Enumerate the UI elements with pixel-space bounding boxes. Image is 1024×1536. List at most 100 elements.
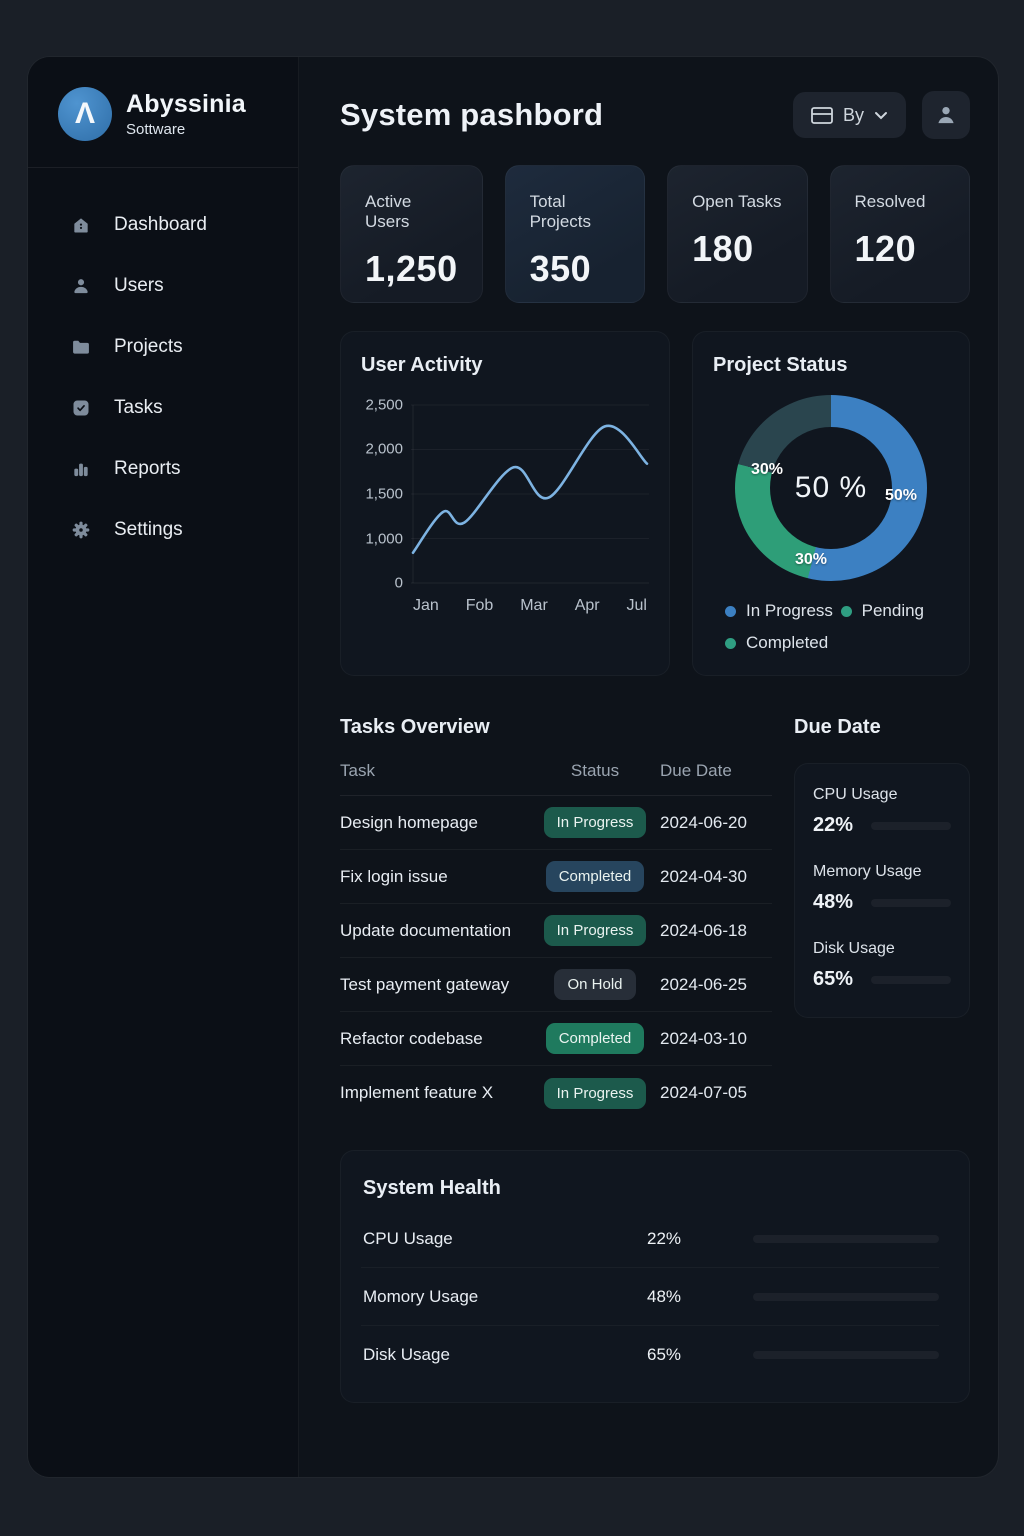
layout-panel-icon	[811, 106, 833, 124]
chevron-down-icon	[874, 111, 888, 120]
project-status-title: Project Status	[713, 354, 848, 376]
sidebar-item-label: Dashboard	[114, 213, 207, 235]
home-icon	[70, 214, 92, 236]
stat-value: 1,250	[365, 248, 458, 289]
usage-metric-memory: Memory Usage 48%	[813, 863, 951, 914]
stat-label: Open Tasks	[692, 192, 782, 211]
sidebar-item-dashboard[interactable]: Dashboard	[28, 194, 298, 255]
status-badge: In Progress	[543, 807, 647, 838]
user-activity-card: User Activity 2,500 2,000 1,500 1,000 0	[340, 331, 670, 676]
table-row[interactable]: Refactor codebase Completed 2024-03-10	[340, 1012, 772, 1066]
health-row-disk: Disk Usage 65%	[361, 1326, 939, 1384]
legend-item-pending: Pending	[840, 601, 937, 621]
column-task: Task	[340, 761, 375, 780]
stat-card-open-tasks: Open Tasks 180	[667, 165, 808, 303]
legend-dot	[725, 605, 736, 617]
due-date-panel-title: Due Date	[794, 716, 881, 738]
progress-bar	[871, 898, 951, 907]
filter-by-label: By	[842, 104, 864, 125]
tasks-overview-title: Tasks Overview	[340, 716, 490, 738]
brand-subtitle: Sottware	[126, 121, 186, 138]
sidebar-item-label: Projects	[114, 335, 183, 357]
main-content: System pashbord By Active Us	[299, 57, 998, 1477]
avatar[interactable]	[922, 91, 970, 139]
sidebar-item-label: Reports	[114, 457, 181, 479]
column-due-date: Due Date	[660, 761, 732, 780]
bar-chart-icon	[70, 458, 92, 480]
donut-hole: 50 %	[770, 427, 892, 549]
segment-label-in-progress: 50%	[885, 487, 918, 504]
status-badge: In Progress	[543, 1077, 647, 1109]
stat-card-total-projects: Total Projects 350	[504, 165, 646, 303]
project-status-donut: 50 % 50% 30% 30%	[735, 395, 927, 581]
health-row-cpu: CPU Usage 22%	[361, 1210, 939, 1268]
legend-dot	[725, 637, 736, 649]
user-activity-title: User Activity	[361, 354, 483, 376]
sidebar-item-settings[interactable]: Settings	[28, 499, 298, 560]
y-axis: 2,500 2,000 1,500 1,000 0	[365, 396, 403, 592]
column-status: Status	[570, 761, 620, 780]
stat-cards: Active Users 1,250 Total Projects 350 Op…	[340, 165, 970, 303]
segment-label-completed: 30%	[795, 551, 828, 568]
progress-bar	[871, 975, 951, 984]
table-row[interactable]: Fix login issue Completed 2024-04-30	[340, 850, 772, 904]
sidebar-nav: Dashboard Users Projects Tasks	[28, 194, 298, 560]
gear-icon	[70, 519, 92, 541]
table-row[interactable]: Design homepage In Progress 2024-06-20	[340, 796, 772, 850]
stat-value: 180	[692, 228, 754, 269]
system-health-card: System Health CPU Usage 22% Momory Usage…	[340, 1150, 970, 1403]
legend-item-in-progress: In Progress	[725, 601, 841, 621]
filter-by-button[interactable]: By	[792, 92, 906, 138]
stat-label: Resolved	[854, 192, 926, 211]
project-status-card: Project Status 50 % 50% 30% 30% In Progr…	[692, 331, 970, 676]
usage-card: CPU Usage 22% Memory Usage 48%	[794, 763, 970, 1018]
sidebar-item-label: Settings	[114, 518, 183, 540]
segment-label-pending: 30%	[751, 461, 784, 478]
sidebar-item-tasks[interactable]: Tasks	[28, 377, 298, 438]
usage-metric-disk: Disk Usage 65%	[813, 940, 951, 991]
stat-value: 350	[529, 248, 592, 289]
check-square-icon	[70, 397, 92, 419]
tasks-overview: Tasks Overview Task Status Due Date Desi…	[340, 716, 772, 1120]
status-badge: Completed	[545, 1023, 645, 1054]
sidebar-item-projects[interactable]: Projects	[28, 316, 298, 377]
stat-card-resolved: Resolved 120	[829, 165, 970, 303]
stat-card-active-users: Active Users 1,250	[340, 165, 483, 303]
system-health-title: System Health	[363, 1177, 501, 1199]
sidebar: Λ Abyssinia Sottware Dashboard Users	[28, 57, 299, 1477]
status-badge: On Hold	[554, 969, 636, 1000]
sidebar-item-users[interactable]: Users	[28, 255, 298, 316]
sidebar-item-label: Users	[114, 274, 164, 296]
due-date-panel: Due Date CPU Usage 22% Memory Usage 48%	[794, 716, 970, 1120]
brand-name: Abyssinia	[126, 90, 246, 118]
table-row[interactable]: Implement feature X In Progress 2024-07-…	[340, 1066, 772, 1120]
project-status-legend: In Progress Pending Completed	[713, 601, 949, 653]
topbar: System pashbord By	[340, 91, 970, 139]
table-row[interactable]: Test payment gateway On Hold 2024-06-25	[340, 958, 772, 1012]
table-header: Task Status Due Date	[340, 761, 772, 796]
stat-label: Total Projects	[529, 192, 592, 231]
table-row[interactable]: Update documentation In Progress 2024-06…	[340, 904, 772, 958]
page-title: System pashbord	[340, 97, 604, 132]
brand-logo-icon: Λ	[58, 87, 112, 141]
brand: Λ Abyssinia Sottware	[28, 57, 298, 168]
progress-bar	[753, 1351, 939, 1359]
legend-item-completed: Completed	[725, 633, 841, 653]
stat-label: Active Users	[365, 192, 412, 231]
progress-bar	[753, 1234, 939, 1243]
sidebar-item-label: Tasks	[114, 396, 163, 418]
status-badge: In Progress	[543, 915, 647, 946]
sidebar-item-reports[interactable]: Reports	[28, 438, 298, 499]
x-axis: Jan Fob Mar Apr Jul	[413, 597, 647, 614]
app-window: Λ Abyssinia Sottware Dashboard Users	[28, 57, 998, 1477]
progress-bar	[871, 821, 951, 830]
user-activity-line-chart: Jan Fob Mar Apr Jul	[411, 401, 649, 615]
stat-value: 120	[854, 228, 917, 269]
progress-bar	[753, 1292, 939, 1301]
usage-metric-cpu: CPU Usage 22%	[813, 786, 951, 837]
user-icon	[70, 275, 92, 297]
legend-dot	[840, 605, 852, 617]
health-row-memory: Momory Usage 48%	[361, 1268, 939, 1326]
folder-icon	[70, 336, 92, 358]
status-badge: Completed	[545, 861, 645, 892]
